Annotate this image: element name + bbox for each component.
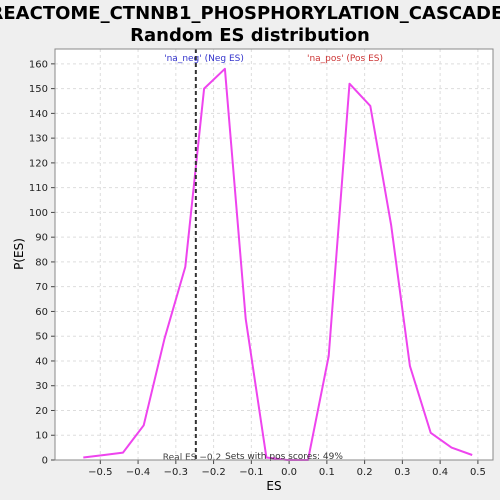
y-tick-label: 150 [29, 84, 48, 95]
x-tick-label: 0.0 [281, 467, 297, 478]
real-es-label: Real ES −0.2 [163, 453, 221, 463]
plot-frame [54, 48, 494, 461]
x-tick-label: 0.5 [470, 467, 486, 478]
x-tick-label: −0.4 [126, 467, 150, 478]
y-tick-label: 70 [35, 282, 48, 293]
y-tick-label: 40 [35, 356, 48, 367]
x-axis-label: ES [266, 479, 281, 493]
y-axis-label: P(ES) [12, 238, 26, 270]
y-tick-label: 50 [35, 332, 48, 343]
pos-es-label: 'na_pos' (Pos ES) [307, 54, 383, 64]
y-tick-label: 140 [29, 109, 48, 120]
es-distribution-line [83, 67, 473, 461]
y-tick-label: 80 [35, 257, 48, 268]
x-tick-label: 0.2 [357, 467, 373, 478]
grid-lines [55, 49, 493, 461]
y-tick-label: 160 [29, 59, 48, 70]
y-tick-label: 30 [35, 381, 48, 392]
neg-es-label: 'na_neg' (Neg ES) [164, 54, 244, 64]
x-tick-label: 0.1 [319, 467, 335, 478]
axis-ticks: 0 10 20 30 40 50 60 70 80 90 100 110 120 130 140 150 160… [29, 59, 486, 478]
chart-title-line-2: Random ES distribution [130, 25, 370, 46]
y-tick-label: 10 [35, 431, 48, 442]
chart-title-line-1: REACTOME_CTNNB1_PHOSPHORYLATION_CASCADE: [0, 3, 500, 24]
x-tick-label: −0.3 [164, 467, 188, 478]
y-tick-label: 110 [29, 183, 48, 194]
y-tick-label: 90 [35, 233, 48, 244]
x-tick-label: −0.5 [88, 467, 112, 478]
x-tick-label: 0.4 [432, 467, 448, 478]
x-tick-label: −0.2 [201, 467, 225, 478]
y-tick-label: 130 [29, 134, 48, 145]
y-tick-label: 20 [35, 406, 48, 417]
pos-scores-footer: Sets with pos scores: 49% [225, 452, 343, 462]
plot-area [55, 49, 493, 460]
x-tick-label: 0.3 [394, 467, 410, 478]
y-tick-label: 0 [42, 456, 48, 467]
y-tick-label: 60 [35, 307, 48, 318]
y-tick-label: 100 [29, 208, 48, 219]
x-tick-label: −0.1 [239, 467, 263, 478]
y-tick-label: 120 [29, 158, 48, 169]
